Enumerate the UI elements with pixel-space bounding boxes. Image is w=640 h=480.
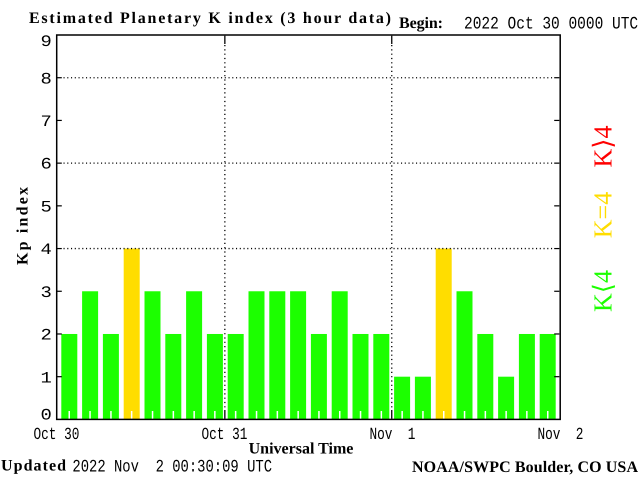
svg-text:3: 3 xyxy=(40,284,51,302)
svg-text:2: 2 xyxy=(40,327,51,345)
svg-text:NOAA/SWPC Boulder, CO USA: NOAA/SWPC Boulder, CO USA xyxy=(412,459,638,476)
svg-text:K⟩4: K⟩4 xyxy=(589,126,618,168)
svg-text:K⟨4: K⟨4 xyxy=(589,270,618,312)
svg-text:2022 Nov 2 00:30:09 UTC: 2022 Nov 2 00:30:09 UTC xyxy=(72,457,272,477)
svg-text:K=4: K=4 xyxy=(589,192,618,238)
svg-text:Estimated Planetary K index (3: Estimated Planetary K index (3 hour data… xyxy=(29,10,391,27)
svg-text:0: 0 xyxy=(40,406,51,424)
svg-text:7: 7 xyxy=(40,113,51,131)
svg-text:5: 5 xyxy=(40,198,51,216)
svg-text:4: 4 xyxy=(40,241,51,259)
svg-text:Begin:: Begin: xyxy=(399,15,443,32)
svg-text:Nov 1: Nov 1 xyxy=(370,426,416,445)
svg-text:Oct 31: Oct 31 xyxy=(202,426,248,445)
svg-text:Kp index: Kp index xyxy=(15,187,32,265)
svg-text:Oct 30: Oct 30 xyxy=(34,426,80,445)
svg-text:Updated: Updated xyxy=(1,458,66,475)
svg-text:9: 9 xyxy=(40,33,51,51)
svg-text:8: 8 xyxy=(40,70,51,88)
svg-text:6: 6 xyxy=(40,156,51,174)
svg-text:1: 1 xyxy=(40,369,51,387)
svg-text:Universal Time: Universal Time xyxy=(249,441,354,458)
svg-text:2022 Oct 30 0000 UTC: 2022 Oct 30 0000 UTC xyxy=(464,15,638,35)
svg-text:Nov 2: Nov 2 xyxy=(538,426,584,445)
